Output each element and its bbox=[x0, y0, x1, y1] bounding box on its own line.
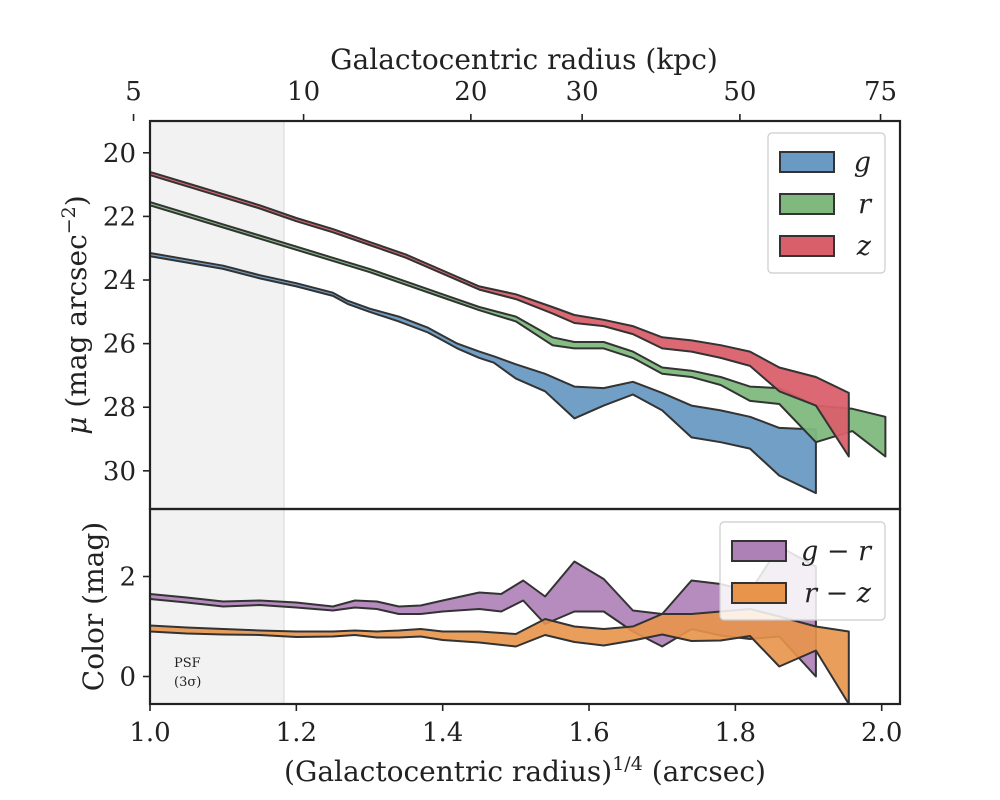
psf-region bbox=[150, 121, 284, 704]
ytick-label-top: 24 bbox=[103, 266, 136, 296]
top-y-axis-title: μ (mag arcsec−2) bbox=[58, 195, 93, 434]
ytick-label-top: 22 bbox=[103, 202, 136, 232]
legend-swatch bbox=[779, 235, 835, 257]
xtick-label-bottom: 1.6 bbox=[568, 718, 609, 748]
xtick-label-top: 30 bbox=[566, 77, 599, 107]
band-r bbox=[150, 201, 887, 458]
band-g bbox=[150, 252, 817, 495]
ytick-label-bottom: 2 bbox=[119, 563, 136, 593]
top-axis-title: Galactocentric radius (kpc) bbox=[330, 43, 718, 76]
legend-label: r bbox=[858, 189, 873, 220]
xtick-label-bottom: 1.4 bbox=[422, 718, 463, 748]
ytick-label-top: 20 bbox=[103, 139, 136, 169]
legend-swatch bbox=[779, 193, 835, 215]
xtick-label-bottom: 1.0 bbox=[129, 718, 170, 748]
bottom-frame bbox=[148, 507, 902, 706]
legend-label: r − z bbox=[804, 578, 872, 609]
ytick-label-top: 30 bbox=[103, 457, 136, 487]
legend-label: g − r bbox=[801, 536, 873, 567]
xtick-label-bottom: 1.8 bbox=[715, 718, 756, 748]
xtick-label-bottom: 1.2 bbox=[276, 718, 317, 748]
bottom-x-axis-title: (Galactocentric radius)1/4 (arcsec) bbox=[284, 753, 766, 788]
xtick-label-top: 20 bbox=[454, 77, 487, 107]
ytick-label-top: 28 bbox=[103, 393, 136, 423]
legend-swatch bbox=[731, 582, 787, 604]
ytick-label-top: 26 bbox=[103, 330, 136, 360]
xtick-label-top: 50 bbox=[723, 77, 756, 107]
bottom-y-axis-title: Color (mag) bbox=[77, 522, 110, 691]
ytick-label-bottom: 0 bbox=[119, 663, 136, 693]
xtick-label-top: 5 bbox=[125, 77, 142, 107]
top-panel bbox=[148, 119, 902, 704]
legend-label: z bbox=[856, 231, 872, 262]
legend-swatch bbox=[731, 540, 787, 562]
bottom-panel bbox=[148, 507, 902, 706]
xtick-label-top: 75 bbox=[864, 77, 897, 107]
legend-label: g bbox=[854, 147, 871, 178]
psf-label: PSF bbox=[174, 656, 201, 671]
band-color-1 bbox=[150, 608, 850, 704]
xtick-label-top: 10 bbox=[287, 77, 320, 107]
band-z bbox=[150, 170, 850, 458]
band-color-0 bbox=[150, 545, 817, 678]
psf-sigma-label: (3σ) bbox=[174, 675, 201, 690]
xtick-label-bottom: 2.0 bbox=[861, 718, 902, 748]
legend-swatch bbox=[779, 151, 835, 173]
